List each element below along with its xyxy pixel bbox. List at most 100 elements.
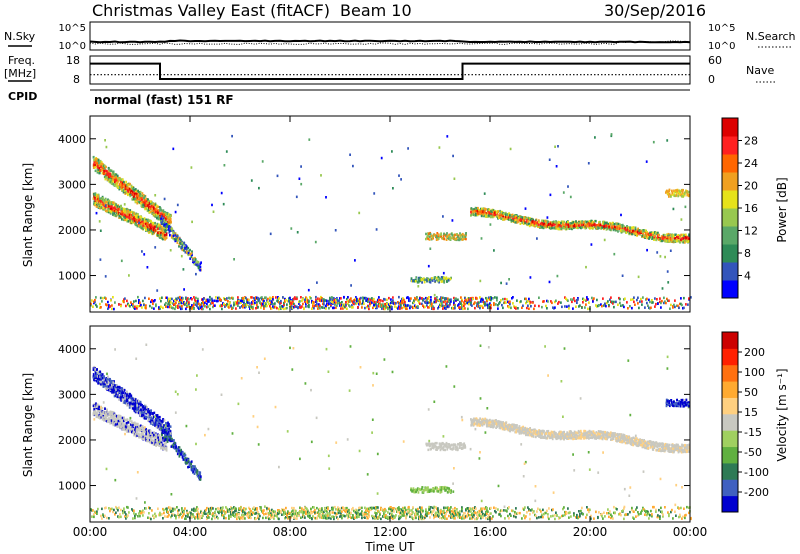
heatmap-cell bbox=[499, 301, 501, 304]
heatmap-cell bbox=[443, 279, 446, 282]
power-heatmap-data bbox=[90, 133, 692, 311]
heatmap-cell bbox=[637, 227, 639, 231]
heatmap-cell bbox=[167, 225, 169, 228]
heatmap-cell bbox=[619, 297, 621, 301]
heatmap-cell bbox=[464, 296, 466, 300]
heatmap-cell bbox=[427, 277, 429, 281]
heatmap-cell bbox=[169, 225, 172, 229]
heatmap-cell bbox=[533, 307, 535, 311]
heatmap-cell bbox=[209, 298, 211, 302]
heatmap-cell bbox=[439, 303, 441, 307]
heatmap-cell bbox=[111, 389, 114, 392]
heatmap-cell bbox=[238, 300, 240, 303]
heatmap-cell bbox=[145, 202, 148, 205]
heatmap-cell bbox=[112, 384, 115, 388]
heatmap-cell bbox=[438, 281, 440, 284]
heatmap-cell bbox=[253, 302, 255, 306]
heatmap-cell bbox=[610, 133, 613, 136]
heatmap-cell bbox=[451, 219, 454, 222]
heatmap-cell bbox=[431, 302, 433, 305]
heatmap-cell bbox=[671, 235, 673, 238]
heatmap-cell bbox=[483, 207, 486, 210]
heatmap-cell bbox=[127, 220, 130, 223]
heatmap-cell bbox=[152, 224, 155, 227]
heatmap-cell bbox=[373, 304, 375, 307]
heatmap-cell bbox=[661, 299, 663, 303]
heatmap-cell bbox=[222, 302, 224, 305]
heatmap-cell bbox=[250, 296, 252, 299]
heatmap-cell bbox=[570, 222, 573, 225]
heatmap-cell bbox=[122, 190, 125, 194]
heatmap-cell bbox=[155, 425, 158, 429]
heatmap-cell bbox=[641, 303, 643, 306]
heatmap-cell bbox=[678, 189, 681, 192]
heatmap-cell bbox=[148, 411, 151, 414]
heatmap-cell bbox=[646, 301, 648, 305]
heatmap-cell bbox=[596, 298, 598, 302]
heatmap-cell bbox=[207, 300, 209, 303]
heatmap-cell bbox=[488, 306, 490, 309]
heatmap-cell bbox=[126, 186, 128, 189]
heatmap-cell bbox=[113, 307, 115, 311]
heatmap-cell bbox=[682, 188, 684, 192]
heatmap-cell bbox=[613, 252, 616, 256]
heatmap-cell bbox=[162, 425, 164, 428]
heatmap-cell bbox=[448, 235, 451, 238]
heatmap-cell bbox=[640, 297, 642, 301]
heatmap-cell bbox=[527, 299, 529, 303]
heatmap-cell bbox=[546, 307, 548, 310]
heatmap-cell bbox=[168, 231, 171, 234]
heatmap-cell bbox=[453, 303, 455, 306]
heatmap-cell bbox=[134, 192, 137, 195]
heatmap-cell bbox=[340, 307, 342, 310]
heatmap-cell bbox=[140, 194, 143, 198]
heatmap-cell bbox=[173, 233, 175, 236]
heatmap-cell bbox=[272, 296, 274, 299]
heatmap-cell bbox=[666, 233, 668, 236]
heatmap-cell bbox=[584, 306, 586, 309]
heatmap-cell bbox=[688, 236, 691, 240]
heatmap-cell bbox=[446, 135, 449, 138]
heatmap-cell bbox=[131, 193, 134, 196]
heatmap-cell bbox=[227, 305, 229, 308]
heatmap-cell bbox=[355, 296, 357, 299]
heatmap-cell bbox=[206, 302, 208, 306]
heatmap-cell bbox=[274, 305, 276, 309]
heatmap-cell bbox=[504, 301, 506, 304]
heatmap-cell bbox=[120, 185, 122, 188]
heatmap-cell bbox=[141, 192, 144, 195]
heatmap-cell bbox=[514, 306, 516, 309]
heatmap-cell bbox=[346, 307, 348, 310]
nave-label: Nave bbox=[746, 64, 774, 77]
heatmap-cell bbox=[575, 223, 577, 226]
heatmap-cell bbox=[621, 274, 624, 277]
heatmap-cell bbox=[201, 307, 203, 311]
heatmap-cell bbox=[551, 226, 553, 230]
heatmap-cell bbox=[222, 202, 225, 206]
heatmap-cell bbox=[93, 158, 95, 162]
heatmap-cell bbox=[117, 389, 119, 392]
heatmap-cell bbox=[661, 239, 663, 243]
heatmap-cell bbox=[486, 297, 488, 300]
heatmap-cell bbox=[549, 221, 552, 224]
heatmap-cell bbox=[478, 301, 480, 304]
heatmap-cell bbox=[100, 372, 103, 376]
heatmap-cell bbox=[146, 406, 148, 409]
heatmap-cell bbox=[97, 198, 100, 202]
heatmap-cell bbox=[148, 224, 151, 227]
heatmap-cell bbox=[115, 214, 117, 217]
heatmap-cell bbox=[191, 304, 193, 307]
heatmap-cell bbox=[165, 221, 168, 224]
heatmap-cell bbox=[125, 304, 127, 308]
heatmap-cell bbox=[142, 414, 145, 417]
heatmap-cell bbox=[551, 224, 553, 227]
heatmap-cell bbox=[644, 229, 647, 232]
heatmap-cell bbox=[162, 214, 164, 217]
heatmap-cell bbox=[425, 232, 427, 236]
heatmap-cell bbox=[96, 171, 99, 174]
heatmap-cell bbox=[380, 299, 382, 302]
heatmap-cell bbox=[282, 305, 284, 308]
heatmap-cell bbox=[139, 190, 142, 194]
heatmap-cell bbox=[180, 238, 182, 242]
heatmap-cell bbox=[118, 215, 121, 218]
